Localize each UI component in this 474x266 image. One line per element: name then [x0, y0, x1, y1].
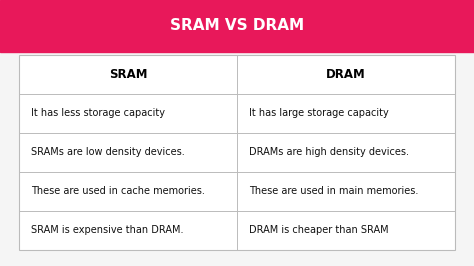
- Text: DRAM: DRAM: [326, 68, 366, 81]
- Text: DRAMs are high density devices.: DRAMs are high density devices.: [249, 147, 409, 157]
- Text: SRAMs are low density devices.: SRAMs are low density devices.: [31, 147, 184, 157]
- Bar: [19, 55, 455, 250]
- Text: It has large storage capacity: It has large storage capacity: [249, 108, 389, 118]
- Text: SRAM VS DRAM: SRAM VS DRAM: [170, 18, 304, 34]
- Text: SRAM is expensive than DRAM.: SRAM is expensive than DRAM.: [31, 226, 183, 235]
- Text: It has less storage capacity: It has less storage capacity: [31, 108, 165, 118]
- Bar: [19, 55, 455, 250]
- Text: DRAM is cheaper than SRAM: DRAM is cheaper than SRAM: [249, 226, 389, 235]
- Bar: [0, 0, 474, 52]
- Text: SRAM: SRAM: [109, 68, 147, 81]
- Text: These are used in cache memories.: These are used in cache memories.: [31, 186, 205, 196]
- Text: These are used in main memories.: These are used in main memories.: [249, 186, 418, 196]
